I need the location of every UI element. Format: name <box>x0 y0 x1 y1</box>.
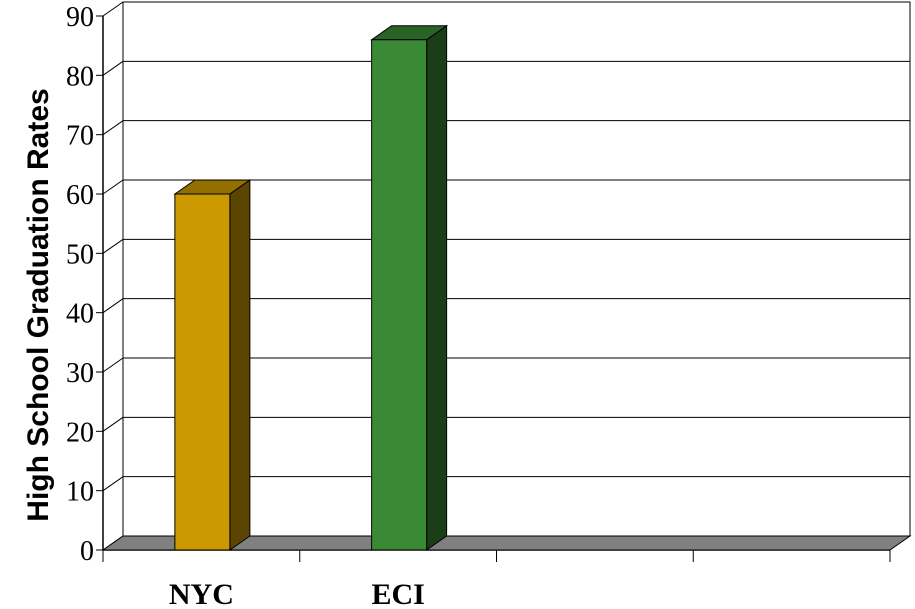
bars <box>173 24 449 551</box>
side-wall-line <box>102 1 124 17</box>
y-tick-label: 90 <box>66 2 94 33</box>
y-tick-label: 60 <box>66 180 94 211</box>
bar-front-face <box>174 193 231 551</box>
side-wall-line <box>102 120 124 136</box>
y-tick-labels: 0 10 20 30 40 50 60 70 80 90 <box>66 2 94 567</box>
y-tick-label: 10 <box>66 477 94 508</box>
bar-side-face <box>426 24 448 551</box>
bar-nyc <box>173 179 252 551</box>
side-wall-line <box>102 416 124 432</box>
y-tick-label: 30 <box>66 358 94 389</box>
y-tick-label: 0 <box>80 536 94 567</box>
bar-eci <box>370 24 449 551</box>
y-tick-label: 80 <box>66 61 94 92</box>
y-axis-label: High School Graduation Rates <box>22 88 55 521</box>
side-wall-line <box>102 476 124 492</box>
y-tick-label: 50 <box>66 239 94 270</box>
bar-side-face <box>229 179 251 551</box>
y-tick-label: 40 <box>66 299 94 330</box>
x-tick-label-nyc: NYC <box>169 578 234 609</box>
x-tick-label-eci: ECI <box>371 578 424 609</box>
floor-plane <box>101 535 912 551</box>
bar-front-face <box>371 39 428 551</box>
side-wall-line <box>102 357 124 373</box>
side-wall-line <box>102 179 124 195</box>
x-tick-labels: NYC ECI <box>169 578 425 609</box>
y-tick-label: 70 <box>66 121 94 152</box>
side-wall-line <box>102 60 124 76</box>
y-tick-label: 20 <box>66 417 94 448</box>
chart-floor <box>101 535 912 551</box>
side-wall-line <box>102 238 124 254</box>
side-wall-line <box>102 298 124 314</box>
